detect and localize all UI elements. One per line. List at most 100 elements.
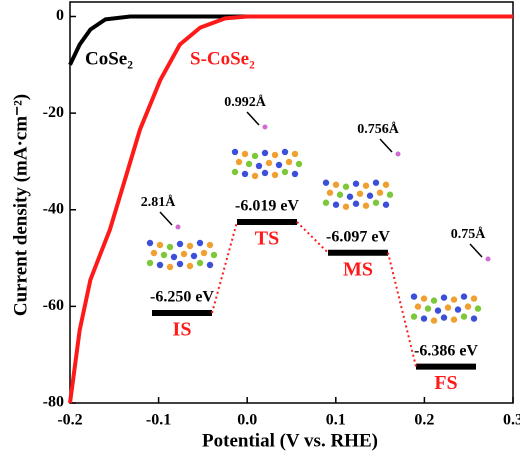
- atom: [180, 250, 188, 258]
- connector: [211, 221, 238, 314]
- atom: [146, 239, 154, 247]
- atom: [362, 182, 370, 189]
- atom: [382, 201, 390, 208]
- atom: [366, 192, 374, 199]
- connector: [296, 221, 329, 254]
- atom: [474, 305, 482, 312]
- energy-label: -6.250 eV: [150, 289, 214, 306]
- atom: [372, 199, 380, 206]
- x-tick-label: 0.0: [237, 412, 257, 429]
- atom: [196, 239, 204, 247]
- atom: [352, 180, 360, 187]
- x-tick-label: -0.2: [57, 412, 82, 429]
- y-tick-label: 0: [56, 7, 64, 24]
- atom: [196, 259, 204, 267]
- bond-length: 0.75Å: [451, 226, 487, 242]
- atom: [464, 303, 472, 310]
- atom: [271, 171, 279, 179]
- atom: [231, 168, 239, 176]
- atom: [346, 193, 354, 200]
- state-label: IS: [173, 319, 192, 341]
- atom: [470, 295, 478, 302]
- energy-label: -6.097 eV: [326, 228, 390, 245]
- atom: [251, 172, 259, 180]
- atom: [261, 149, 269, 157]
- bond-arrow: [159, 211, 173, 226]
- connector: [387, 252, 417, 367]
- atom: [342, 183, 350, 190]
- state-label: TS: [255, 228, 279, 250]
- y-axis-label: Current density (mA·cm⁻²): [10, 94, 31, 316]
- atom: [362, 202, 370, 209]
- atom: [376, 189, 384, 196]
- atom: [156, 261, 164, 269]
- energy-label: -6.019 eV: [235, 198, 299, 215]
- atom: [326, 189, 334, 196]
- atom: [352, 200, 360, 207]
- x-axis-label: Potential (V vs. RHE): [202, 430, 378, 451]
- atom: [410, 293, 418, 300]
- atom: [430, 297, 438, 304]
- atom: [150, 249, 158, 257]
- atom: [210, 251, 218, 259]
- bond-arrow: [246, 111, 260, 126]
- bond-arrow: [379, 138, 393, 153]
- atom: [170, 253, 178, 261]
- atom: [176, 240, 184, 248]
- atom: [336, 191, 344, 198]
- atom: [342, 203, 350, 210]
- h-atom: [175, 224, 181, 230]
- data-line: [68, 14, 513, 66]
- atom: [190, 252, 198, 260]
- atom: [255, 162, 263, 170]
- atom: [206, 241, 214, 249]
- legend-label: S-CoSe₂: [190, 48, 255, 69]
- atom: [245, 160, 253, 168]
- atom: [450, 316, 458, 323]
- plot-frame: [69, 1, 514, 404]
- atom: [235, 158, 243, 166]
- atom: [372, 179, 380, 186]
- atom: [410, 313, 418, 320]
- y-tick-label: -80: [43, 394, 64, 411]
- atom: [420, 315, 428, 322]
- atom: [332, 181, 340, 188]
- h-atom: [262, 124, 268, 130]
- atom: [231, 148, 239, 156]
- atom: [291, 150, 299, 158]
- atom: [454, 306, 462, 313]
- atom: [251, 152, 259, 160]
- atom: [281, 148, 289, 156]
- x-tick-label: 0.2: [414, 412, 434, 429]
- atom: [460, 313, 468, 320]
- atom: [450, 296, 458, 303]
- state-label: FS: [434, 372, 457, 394]
- atom: [424, 305, 432, 312]
- atom: [186, 242, 194, 250]
- atom: [295, 160, 303, 168]
- atom: [160, 251, 168, 259]
- atom: [200, 249, 208, 257]
- atom: [271, 151, 279, 159]
- atom: [322, 179, 330, 186]
- atom: [440, 314, 448, 321]
- atom: [285, 158, 293, 166]
- atom: [186, 262, 194, 270]
- atom: [386, 191, 394, 198]
- x-tick-label: 0.3: [503, 412, 520, 429]
- atom: [166, 243, 174, 251]
- atom: [322, 199, 330, 206]
- atom: [241, 150, 249, 158]
- atom: [146, 259, 154, 267]
- atom: [265, 159, 273, 167]
- atom: [382, 181, 390, 188]
- atom: [156, 241, 164, 249]
- bond-length: 0.992Å: [224, 94, 267, 110]
- atom: [434, 307, 442, 314]
- atom: [420, 295, 428, 302]
- data-line: [68, 14, 513, 404]
- atom: [166, 263, 174, 271]
- atom: [470, 315, 478, 322]
- h-atom: [395, 151, 401, 157]
- bond-length: 2.81Å: [141, 194, 177, 210]
